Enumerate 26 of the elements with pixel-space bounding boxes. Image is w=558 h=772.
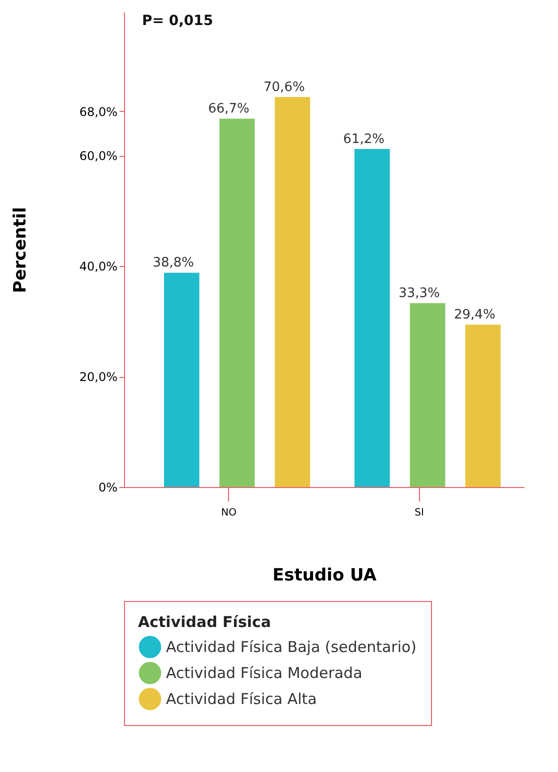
x-tick-label: SI bbox=[414, 508, 424, 518]
bar bbox=[410, 303, 446, 487]
bar bbox=[354, 148, 390, 487]
bar bbox=[164, 272, 200, 487]
y-tick-label: 60,0% bbox=[79, 149, 118, 164]
data-label: 33,3% bbox=[398, 286, 440, 302]
legend-label: Actividad Física Alta bbox=[166, 690, 317, 708]
legend-label: Actividad Física Baja (sedentario) bbox=[166, 638, 417, 656]
data-label: 61,2% bbox=[343, 132, 384, 147]
data-label: 29,4% bbox=[454, 308, 496, 323]
x-tick-label: NO bbox=[221, 508, 237, 518]
data-label: 70,6% bbox=[264, 80, 305, 96]
y-tick-label: 68,0% bbox=[79, 104, 118, 119]
y-tick-label: 20,0% bbox=[79, 370, 118, 384]
bar bbox=[274, 97, 310, 487]
legend-label: Actividad Física Moderada bbox=[166, 664, 362, 682]
annotation: P= 0,015 bbox=[142, 13, 214, 29]
y-tick-label: 40,0% bbox=[79, 260, 118, 274]
y-axis-title: Percentil bbox=[10, 207, 30, 293]
legend-title: Actividad Física bbox=[138, 613, 272, 631]
x-axis-title: Estudio UA bbox=[272, 566, 378, 586]
data-label: 38,8% bbox=[152, 256, 194, 271]
data-label: 66,7% bbox=[208, 102, 250, 117]
bar bbox=[219, 118, 255, 487]
y-tick-label: 0% bbox=[98, 480, 118, 494]
bar bbox=[465, 324, 501, 487]
